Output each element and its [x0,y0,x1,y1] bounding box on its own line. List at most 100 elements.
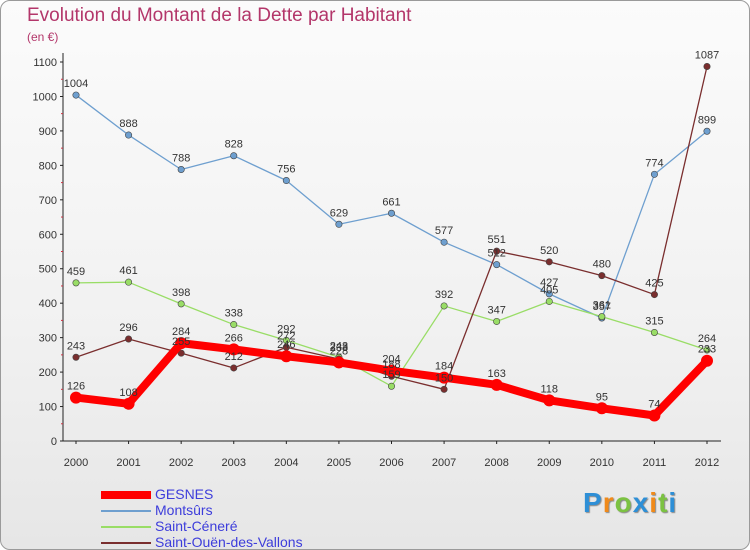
data-label: 255 [172,336,190,348]
x-tick-label: 2003 [222,457,246,469]
data-point [703,346,711,354]
logo-letter: i [668,487,678,518]
data-label: 1004 [64,78,88,90]
data-label: 427 [540,277,558,289]
legend: GESNES Montsûrs Saint-Céneré Saint-Ouën-… [101,486,341,549]
data-label: 108 [119,387,137,399]
data-label: 459 [67,266,85,278]
x-tick-label: 2000 [64,457,88,469]
logo-letter: o [614,487,633,518]
data-point [598,272,606,280]
legend-swatch [101,542,151,544]
x-tick-label: 2010 [590,457,614,469]
data-point [387,209,395,217]
x-tick-label: 2005 [327,457,351,469]
data-label: 661 [382,196,400,208]
x-tick-label: 2004 [274,457,298,469]
data-label: 243 [330,340,348,352]
legend-swatch [101,526,151,528]
data-label: 392 [435,289,453,301]
y-tick-label: 1100 [33,57,57,69]
data-label: 74 [648,399,660,411]
logo-letter: x [632,487,650,518]
data-label: 398 [172,287,190,299]
data-point [175,337,188,350]
data-point [72,91,80,99]
data-point [227,343,240,356]
data-label: 774 [645,157,663,169]
data-point [493,261,501,269]
data-point [177,300,185,308]
data-label: 629 [330,207,348,219]
data-label: 264 [698,333,716,345]
data-point [177,349,185,357]
x-tick-label: 2006 [379,457,403,469]
data-label: 228 [330,345,348,357]
data-label: 272 [277,330,295,342]
data-label: 212 [225,351,243,363]
logo-letter: i [649,487,659,518]
data-label: 118 [540,383,558,395]
data-label: 425 [645,278,663,290]
data-label: 577 [435,225,453,237]
data-label: 204 [382,354,400,366]
data-point [125,131,133,139]
data-point [545,258,553,266]
chart-subtitle: (en €) [27,30,59,44]
data-point [493,247,501,255]
data-label: 756 [277,164,295,176]
data-point [230,321,238,329]
data-label: 188 [382,359,400,371]
data-point [332,356,345,369]
y-tick-label: 0 [51,436,57,448]
data-point [280,350,293,363]
data-label: 512 [487,248,505,260]
data-point [545,297,553,305]
data-point [543,394,556,407]
legend-label: Saint-Céneré [155,518,238,534]
data-label: 1087 [695,49,719,61]
data-label: 361 [593,300,611,312]
data-label: 159 [382,369,400,381]
data-label: 480 [593,259,611,271]
y-tick-label: 600 [39,229,57,241]
y-tick-label: 200 [39,367,57,379]
data-label: 233 [698,344,716,356]
x-tick-label: 2001 [116,457,140,469]
data-point [440,302,448,310]
data-point [72,353,80,361]
data-label: 184 [435,361,453,373]
data-label: 126 [67,381,85,393]
data-point [122,397,135,410]
data-label: 520 [540,245,558,257]
y-tick-label: 500 [39,264,57,276]
proxiti-logo: Proxiti [583,487,677,519]
data-label: 163 [487,368,505,380]
series-line-saint-ou-n-des-vallons [75,65,708,390]
data-label: 292 [277,323,295,335]
data-label: 266 [225,332,243,344]
data-point [70,391,82,404]
legend-item-gesnes: GESNES [101,486,341,503]
x-tick-label: 2007 [432,457,456,469]
data-point [385,364,398,377]
data-point [440,238,448,246]
data-point [598,313,606,321]
data-point [545,290,553,298]
data-label: 405 [540,284,558,296]
y-tick-label: 100 [39,402,57,414]
data-point [650,170,658,178]
logo-letter: P [583,487,603,518]
x-tick-label: 2009 [537,457,561,469]
data-label: 357 [593,301,611,313]
data-label: 347 [487,304,505,316]
data-label: 828 [225,139,243,151]
data-point [595,402,608,415]
data-point [387,382,395,390]
data-point [230,364,238,372]
x-tick-label: 2008 [484,457,508,469]
data-label: 888 [119,118,137,130]
data-point [493,317,501,325]
